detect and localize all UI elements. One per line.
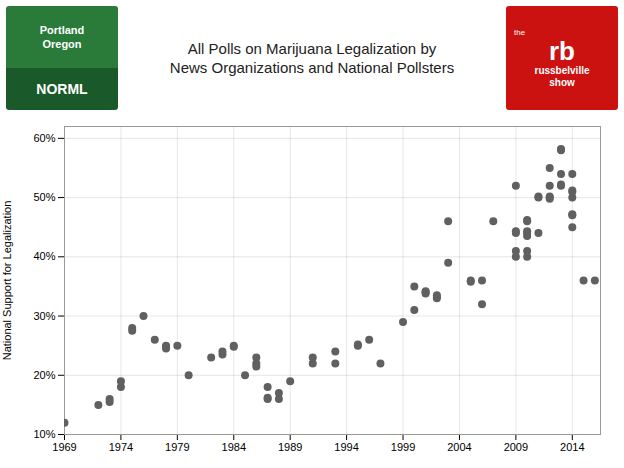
svg-text:2004: 2004 bbox=[447, 441, 471, 453]
svg-text:1999: 1999 bbox=[391, 441, 415, 453]
html-text:All Polls on Marijuana Legaliz: All Polls on Marijuana Legalization by N… bbox=[169, 39, 455, 76]
svg-text:1989: 1989 bbox=[278, 441, 302, 453]
svg-text:1984: 1984 bbox=[222, 441, 246, 453]
svg-text:10%: 10% bbox=[33, 428, 55, 440]
html-text:show: show bbox=[549, 77, 575, 88]
svg-text:50%: 50% bbox=[33, 191, 55, 203]
svg-text:1969: 1969 bbox=[52, 441, 76, 453]
html-text:rb: rb bbox=[549, 36, 575, 66]
svg-text:1979: 1979 bbox=[165, 441, 189, 453]
svg-text:20%: 20% bbox=[33, 369, 55, 381]
html-text:NORML: NORML bbox=[36, 81, 88, 97]
svg-text:30%: 30% bbox=[33, 310, 55, 322]
html-text:Oregon: Oregon bbox=[42, 38, 82, 50]
svg-text:2009: 2009 bbox=[504, 441, 528, 453]
svg-text:1974: 1974 bbox=[109, 441, 133, 453]
svg-text:2014: 2014 bbox=[560, 441, 584, 453]
html-text:Portland: Portland bbox=[39, 24, 85, 36]
svg-text:40%: 40% bbox=[33, 250, 55, 262]
html-text:russbelville: russbelville bbox=[534, 65, 590, 76]
svg-text:National Support for Legalizat: National Support for Legalization bbox=[1, 201, 13, 361]
svg-text:1994: 1994 bbox=[334, 441, 358, 453]
svg-text:60%: 60% bbox=[33, 132, 55, 144]
html-text:the: the bbox=[514, 28, 526, 37]
